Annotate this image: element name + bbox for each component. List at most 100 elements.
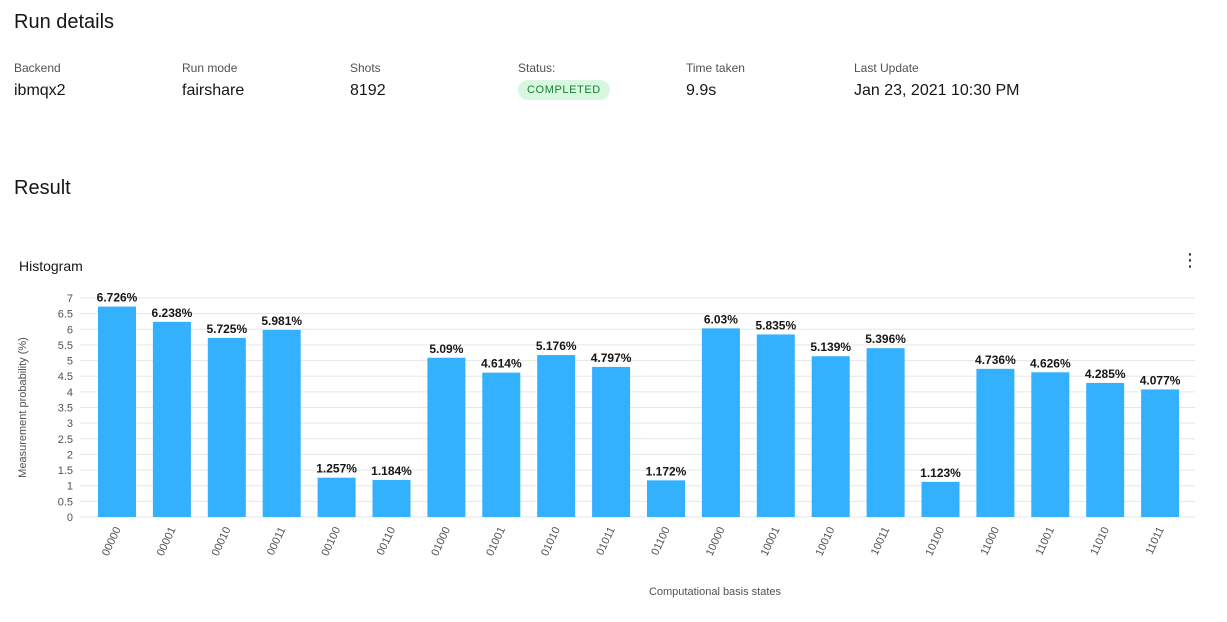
bar-value-label: 4.077%	[1140, 373, 1181, 387]
y-axis-ticks: 0 0.5 1 1.5 2 2.5 3 3.5 4 4.5 5 5.5 6 6.5 7	[58, 293, 73, 524]
bar-value-label: 5.396%	[865, 332, 906, 346]
x-tick-label: 01000	[429, 525, 453, 558]
run-mode-field: Run mode fairshare	[182, 61, 244, 100]
x-tick-label: 10001	[759, 525, 783, 558]
x-tick-label: 10011	[869, 525, 892, 557]
bar-11010[interactable]	[1086, 382, 1125, 517]
y-tick-label: 5	[67, 356, 73, 368]
y-tick-label: 5.5	[58, 340, 73, 352]
backend-label: Backend	[14, 61, 61, 75]
histogram-chart: 0 0.5 1 1.5 2 2.5 3 3.5 4 4.5 5 5.5 6 6.5 7 6.726% 6.23…	[17, 291, 1195, 598]
y-tick-label: 3	[67, 418, 73, 430]
bar-01100[interactable]	[647, 480, 685, 517]
bar-value-label: 4.736%	[975, 353, 1016, 367]
bar-10010[interactable]	[811, 356, 850, 517]
x-tick-label: 00000	[100, 525, 124, 558]
bar-value-label: 4.797%	[591, 351, 632, 365]
chart-gridlines	[80, 297, 1195, 518]
y-tick-label: 7	[67, 293, 73, 305]
backend-field: Backend ibmqx2	[14, 61, 66, 100]
bar-value-label: 5.09%	[429, 342, 463, 356]
x-tick-label: 00011	[265, 525, 288, 557]
y-tick-label: 2	[67, 449, 73, 461]
bar-value-label: 5.176%	[536, 339, 577, 353]
bar-00000[interactable]	[98, 306, 136, 517]
backend-value: ibmqx2	[14, 82, 66, 99]
bar-10000[interactable]	[701, 328, 740, 517]
x-tick-label: 00100	[320, 525, 344, 558]
histogram-title: Histogram	[19, 258, 83, 274]
bar-11011[interactable]	[1141, 389, 1180, 517]
overflow-menu-vertical-icon[interactable]: ⋮	[1181, 250, 1199, 270]
x-tick-label: 01100	[649, 525, 672, 557]
x-tick-label: 01011	[594, 525, 617, 557]
bar-value-label: 6.03%	[704, 312, 738, 326]
x-tick-label: 10000	[704, 525, 728, 558]
shots-label: Shots	[350, 61, 381, 75]
y-tick-label: 6	[67, 324, 73, 336]
y-tick-label: 0	[67, 512, 73, 524]
run-details-title: Run details	[14, 11, 115, 33]
x-axis-title: Computational basis states	[649, 586, 782, 598]
shots-field: Shots 8192	[350, 61, 386, 100]
chart-bars	[98, 306, 1180, 517]
time-taken-value: 9.9s	[686, 82, 717, 99]
x-axis-ticks: 00000 00001 00010 00011 00100 00110 01000 01001…	[100, 525, 1167, 558]
bar-11001[interactable]	[1031, 372, 1070, 517]
y-tick-label: 2.5	[58, 434, 73, 446]
bar-value-label: 5.835%	[755, 318, 796, 332]
shots-value: 8192	[350, 82, 386, 99]
result-title: Result	[14, 177, 71, 199]
bar-value-label: 1.257%	[316, 462, 357, 476]
bar-11000[interactable]	[976, 368, 1015, 517]
status-badge: COMPLETED	[518, 80, 610, 100]
bar-00100[interactable]	[317, 477, 356, 517]
y-axis-title: Measurement probability (%)	[17, 337, 29, 478]
run-mode-label: Run mode	[182, 61, 238, 75]
bar-value-labels: 6.726% 6.238% 5.725% 5.981% 1.257% 1.184% 5.09…	[97, 291, 1181, 480]
last-update-label: Last Update	[854, 61, 919, 75]
bar-value-label: 5.139%	[810, 340, 851, 354]
bar-10001[interactable]	[756, 334, 795, 517]
y-tick-label: 4.5	[58, 371, 73, 383]
bar-value-label: 1.184%	[371, 464, 412, 478]
y-tick-label: 3.5	[58, 403, 73, 415]
time-taken-label: Time taken	[686, 61, 745, 75]
x-tick-label: 10010	[814, 525, 838, 558]
y-tick-label: 6.5	[58, 309, 73, 321]
bar-value-label: 4.285%	[1085, 367, 1126, 381]
x-tick-label: 00010	[210, 525, 234, 558]
x-tick-label: 00001	[155, 525, 179, 558]
x-tick-label: 10100	[923, 525, 947, 558]
bar-00001[interactable]	[152, 321, 191, 517]
bar-value-label: 1.172%	[646, 464, 687, 478]
bar-01000[interactable]	[427, 357, 466, 517]
bar-01010[interactable]	[537, 355, 576, 517]
x-tick-label: 11001	[1034, 525, 1057, 557]
x-tick-label: 01010	[539, 525, 563, 558]
x-tick-label: 01001	[484, 525, 508, 558]
bar-00110[interactable]	[372, 479, 411, 517]
bar-value-label: 4.626%	[1030, 356, 1071, 370]
bar-00010[interactable]	[207, 337, 246, 517]
bar-10100[interactable]	[921, 481, 960, 517]
bar-value-label: 1.123%	[920, 466, 961, 480]
time-taken-field: Time taken 9.9s	[686, 61, 745, 100]
bar-value-label: 6.238%	[152, 306, 193, 320]
bar-value-label: 4.614%	[481, 357, 522, 371]
status-label: Status:	[518, 61, 556, 75]
bar-01011[interactable]	[592, 366, 631, 517]
bar-value-label: 5.981%	[261, 314, 302, 328]
bar-value-label: 5.725%	[206, 322, 247, 336]
y-tick-label: 4	[67, 387, 73, 399]
x-tick-label: 11011	[1144, 525, 1167, 556]
last-update-value: Jan 23, 2021 10:30 PM	[854, 82, 1020, 99]
run-mode-value: fairshare	[182, 82, 245, 99]
bar-01001[interactable]	[482, 372, 521, 517]
x-tick-label: 11010	[1088, 525, 1111, 557]
bar-00011[interactable]	[262, 329, 301, 517]
bar-10011[interactable]	[866, 348, 905, 517]
x-tick-label: 00110	[375, 525, 398, 557]
status-field: Status: COMPLETED	[518, 61, 610, 100]
y-tick-label: 1.5	[58, 465, 73, 477]
